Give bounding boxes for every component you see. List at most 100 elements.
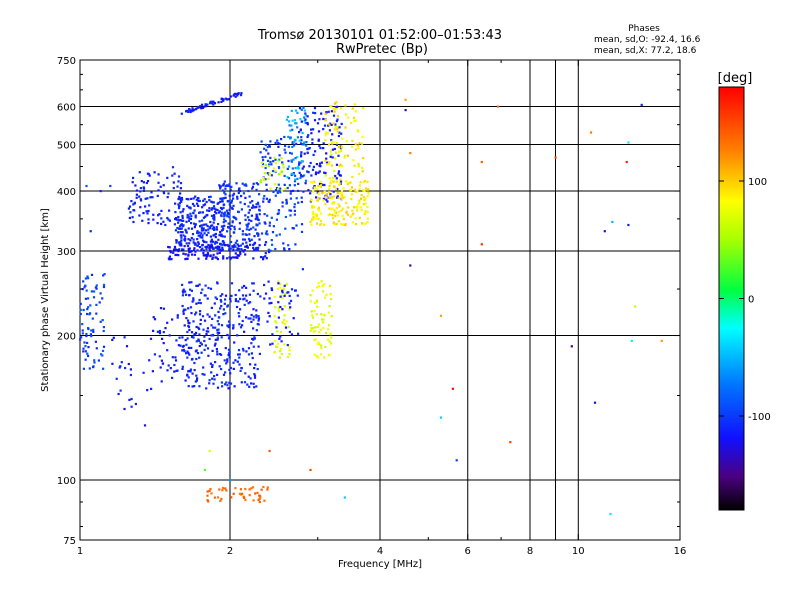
data-point <box>146 172 149 175</box>
data-point <box>142 187 146 190</box>
data-point <box>177 175 181 178</box>
data-point <box>288 308 291 311</box>
data-point <box>162 220 165 223</box>
data-point <box>268 198 271 201</box>
data-point <box>190 227 194 230</box>
data-point <box>291 167 294 170</box>
data-point <box>326 338 330 341</box>
data-point <box>198 231 201 234</box>
data-point <box>283 322 286 326</box>
data-point <box>178 336 181 339</box>
data-point <box>208 382 211 385</box>
data-point <box>232 256 235 259</box>
data-point <box>244 498 247 502</box>
data-point <box>295 167 298 170</box>
data-point <box>338 150 341 153</box>
data-point <box>253 373 256 376</box>
data-point <box>281 291 284 294</box>
data-point <box>199 323 202 326</box>
data-point <box>439 314 443 317</box>
data-point <box>365 187 368 190</box>
data-point <box>172 181 175 184</box>
data-point <box>318 342 321 346</box>
data-point <box>218 316 221 319</box>
data-point <box>85 289 88 292</box>
data-point <box>188 328 191 331</box>
data-point <box>627 141 630 144</box>
data-point <box>356 209 359 212</box>
data-point <box>237 312 240 315</box>
data-point <box>202 252 205 255</box>
data-point <box>89 230 92 233</box>
data-point <box>188 108 191 111</box>
data-point <box>245 241 248 244</box>
data-point <box>232 324 235 327</box>
data-point <box>295 142 298 145</box>
data-point <box>335 177 338 180</box>
x-tick-label: 8 <box>527 546 533 557</box>
data-point <box>209 100 212 104</box>
data-point <box>208 337 211 340</box>
data-point <box>181 198 184 201</box>
data-point <box>81 329 84 332</box>
data-point <box>180 196 183 200</box>
data-point <box>335 143 339 146</box>
data-point <box>312 215 315 219</box>
data-point <box>205 245 208 248</box>
data-point <box>86 308 89 311</box>
data-point <box>237 188 241 191</box>
data-point <box>148 359 151 362</box>
data-point <box>205 234 208 237</box>
data-point <box>358 142 361 145</box>
data-point <box>174 211 177 214</box>
data-point <box>201 224 204 227</box>
data-point <box>178 241 181 244</box>
data-point <box>265 230 268 233</box>
data-point <box>321 183 325 187</box>
data-point <box>409 264 412 267</box>
data-point <box>312 190 315 193</box>
data-point <box>265 257 268 260</box>
data-point <box>159 307 163 310</box>
data-point <box>132 203 135 206</box>
data-point <box>222 182 225 186</box>
data-point <box>364 202 367 205</box>
data-point <box>480 160 483 164</box>
data-point <box>278 337 281 340</box>
data-point <box>360 194 363 197</box>
data-point <box>216 320 219 323</box>
data-point <box>181 365 184 368</box>
data-point <box>278 142 281 145</box>
data-point <box>222 255 225 258</box>
data-point <box>225 489 228 492</box>
data-point <box>224 211 227 214</box>
data-point <box>220 211 223 214</box>
data-point <box>321 318 324 321</box>
data-point <box>202 204 205 207</box>
data-point <box>102 283 106 286</box>
data-point <box>267 177 270 180</box>
phase-box-heading: Phases <box>628 24 660 34</box>
data-point <box>301 143 304 146</box>
data-point <box>404 109 407 112</box>
data-point <box>171 376 174 379</box>
data-point <box>208 449 211 453</box>
data-point <box>341 214 344 217</box>
data-point <box>168 219 171 222</box>
data-point <box>232 361 235 364</box>
data-point <box>306 148 309 151</box>
data-point <box>327 214 330 217</box>
data-point <box>199 211 202 214</box>
data-point <box>178 248 181 251</box>
data-point <box>227 226 230 229</box>
data-point <box>237 349 241 352</box>
data-point <box>336 115 339 118</box>
data-point <box>660 339 663 342</box>
data-point <box>202 223 205 226</box>
data-point <box>256 292 259 296</box>
data-point <box>222 227 225 230</box>
data-point <box>358 201 361 204</box>
data-point <box>179 234 182 237</box>
data-point <box>236 195 239 198</box>
